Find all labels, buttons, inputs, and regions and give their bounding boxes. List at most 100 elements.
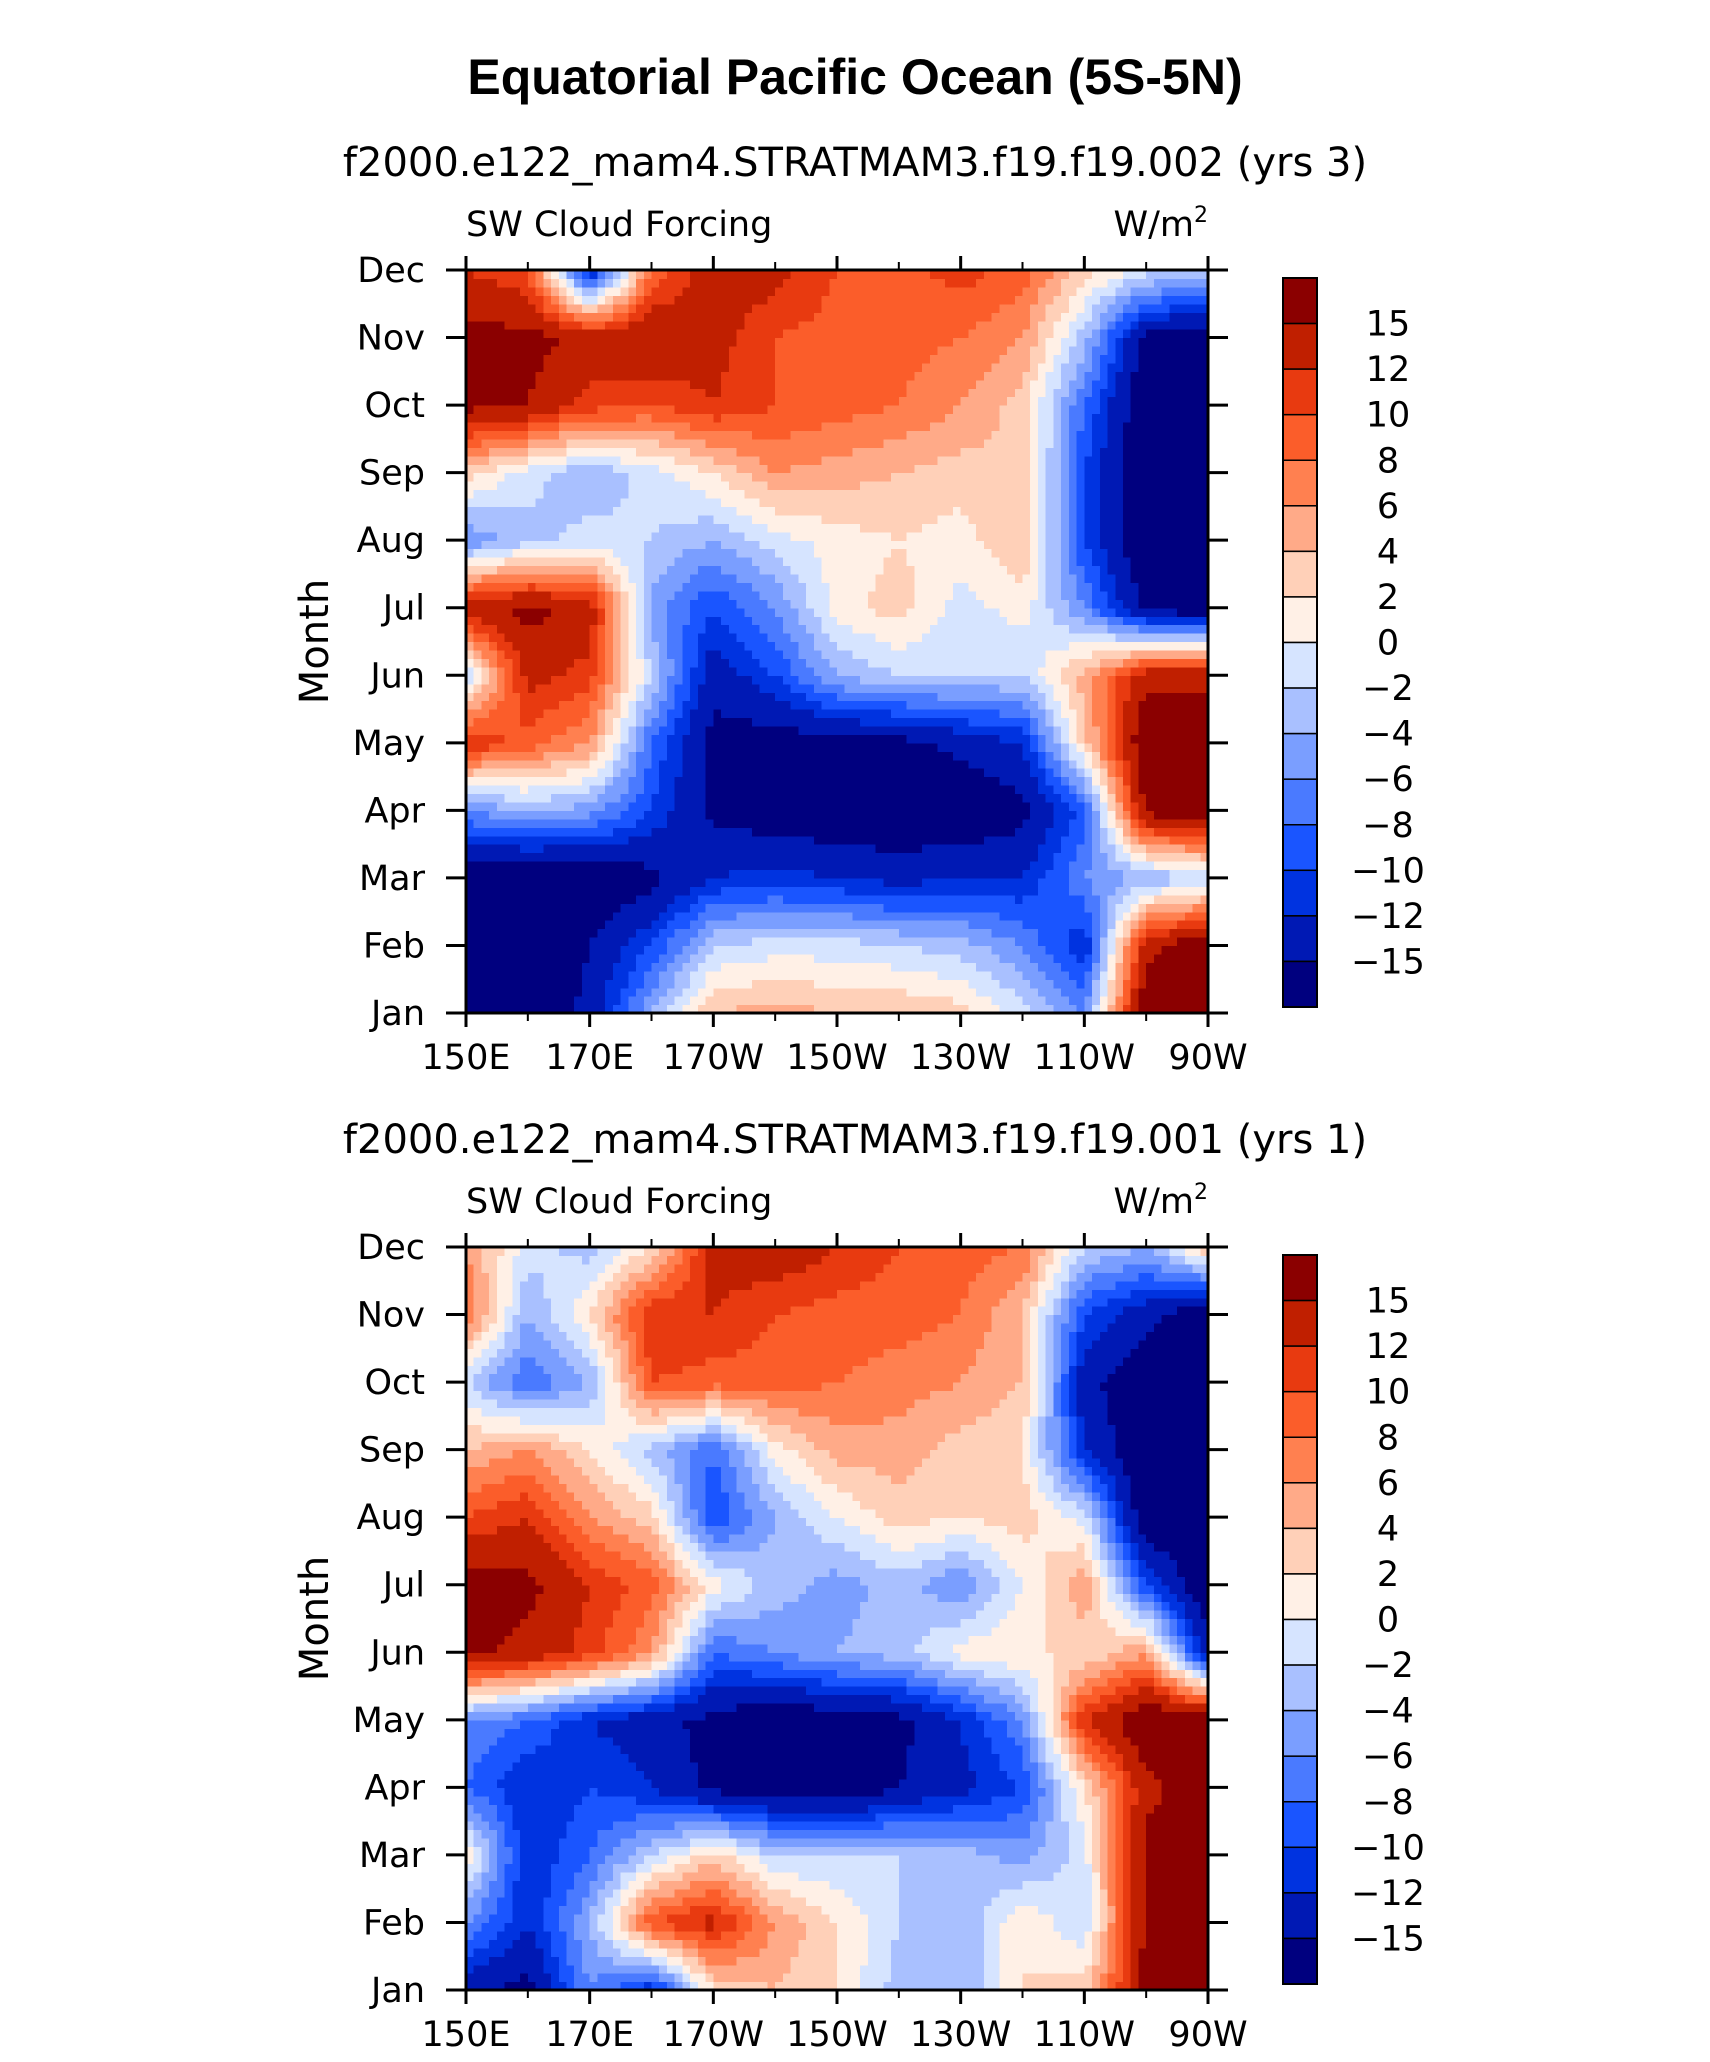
heatmap-cell [999,801,1008,811]
heatmap-cell [574,573,583,583]
heatmap-cell [983,641,993,651]
heatmap-cell [682,624,691,634]
heatmap-cell [659,734,668,744]
heatmap-cell [527,742,537,752]
heatmap-cell [512,911,521,921]
heatmap-cell [566,903,575,913]
heatmap-cell [504,970,513,980]
heatmap-cell [1030,768,1039,778]
heatmap-cell [566,624,575,634]
heatmap-cell [1014,979,1024,989]
heatmap-cell [1161,970,1170,980]
heatmap-cell [1014,666,1024,676]
heatmap-cell [697,616,707,626]
heatmap-cell [636,734,645,744]
heatmap-cell [775,869,784,879]
heatmap-cell [1138,861,1147,871]
heatmap-cell [775,692,784,702]
heatmap-cell [744,785,753,795]
heatmap-cell [1014,894,1024,904]
heatmap-cell [535,692,544,702]
heatmap-cell [1030,666,1039,676]
heatmap-cell [952,582,962,592]
heatmap-cell [922,962,931,972]
heatmap-cell [520,607,529,617]
heatmap-cell [798,768,807,778]
heatmap-cell [829,700,838,710]
heatmap-cell [759,734,769,744]
heatmap-cell [960,785,969,795]
heatmap-cell [504,624,513,634]
heatmap-cell [806,928,815,938]
heatmap-cell [844,616,854,626]
heatmap-cell [690,759,699,769]
heatmap-cell [875,742,884,752]
heatmap-cell [852,928,861,938]
heatmap-cell [1138,937,1147,947]
heatmap-cell [473,945,483,955]
heatmap-cell [728,616,738,626]
heatmap-cell [620,776,629,786]
heatmap-cell [1022,818,1031,828]
heatmap-cell [1122,920,1132,930]
heatmap-cell [821,835,830,845]
heatmap-cell [1099,996,1109,1006]
heatmap-cell [535,573,544,583]
heatmap-cell [597,717,606,727]
heatmap-cell [798,844,807,854]
heatmap-cell [496,751,506,761]
heatmap-cell [751,852,761,862]
heatmap-cell [744,962,753,972]
heatmap-cell [574,937,583,947]
heatmap-cell [813,776,823,786]
heatmap-cell [566,877,575,887]
heatmap-cell [1084,700,1093,710]
heatmap-cell [1030,751,1039,761]
heatmap-cell [481,979,490,989]
heatmap-cell [860,801,869,811]
heatmap-cell [906,844,915,854]
heatmap-cell [844,877,854,887]
heatmap-cell [620,987,629,997]
heatmap-cell [612,785,622,795]
heatmap-cell [937,573,946,583]
heatmap-cell [891,725,900,735]
heatmap-cell [1053,742,1062,752]
heatmap-cell [1138,911,1147,921]
heatmap-cell [1184,734,1194,744]
heatmap-cell [983,801,993,811]
heatmap-cell [705,709,714,719]
heatmap-cell [1177,979,1186,989]
heatmap-cell [721,785,730,795]
heatmap-cell [473,928,483,938]
heatmap-cell [806,970,815,980]
heatmap-cell [589,827,598,837]
heatmap-cell [1092,616,1101,626]
heatmap-cell [705,573,714,583]
heatmap-cell [945,844,954,854]
heatmap-cell [852,590,861,600]
heatmap-cell [605,768,614,778]
heatmap-cell [512,793,521,803]
heatmap-cell [1161,869,1170,879]
heatmap-cell [713,649,722,659]
heatmap-cell [690,742,699,752]
heatmap-cell [659,962,668,972]
heatmap-cell [1007,633,1016,643]
heatmap-cell [813,582,823,592]
heatmap-cell [860,734,869,744]
heatmap-cell [551,624,560,634]
heatmap-cell [682,937,691,947]
heatmap-cell [821,886,830,896]
heatmap-cell [829,649,838,659]
heatmap-cell [1014,582,1024,592]
heatmap-cell [1099,776,1109,786]
heatmap-cell [952,852,962,862]
heatmap-cell [1076,734,1085,744]
heatmap-cell [690,920,699,930]
heatmap-cell [1192,725,1201,735]
heatmap-cell [481,725,490,735]
heatmap-cell [898,599,908,609]
heatmap-cell [829,928,838,938]
heatmap-cell [535,996,544,1006]
